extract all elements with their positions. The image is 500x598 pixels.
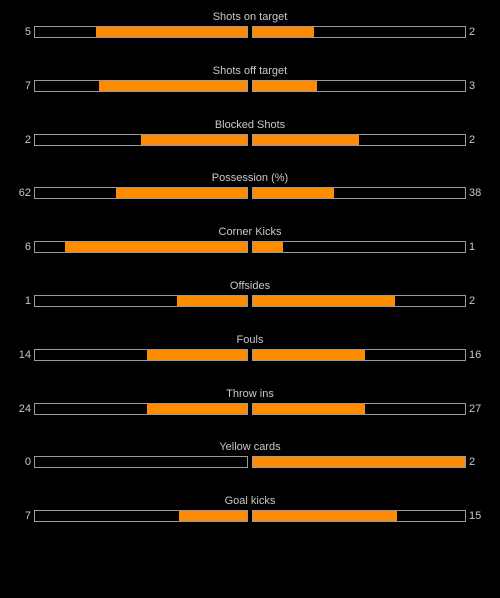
stat-label: Throw ins: [226, 387, 274, 400]
away-bar-fill: [253, 134, 359, 145]
home-bar-fill: [64, 242, 247, 253]
home-bar-fill: [147, 349, 247, 360]
away-bar-fill: [253, 349, 366, 360]
away-bar: [252, 26, 466, 38]
away-bar: [252, 241, 466, 254]
home-bar: [34, 456, 248, 469]
away-bar-fill: [253, 403, 366, 414]
stat-row-offsides: Offsides 1 2: [0, 279, 500, 333]
away-bar-fill: [253, 295, 396, 306]
stat-label: Shots on target: [212, 11, 288, 23]
home-bar: [34, 26, 248, 38]
stat-row-shots-on-target: Shots on target 5 2: [0, 10, 500, 64]
home-value: 2: [24, 133, 31, 146]
stat-row-blocked-shots: Blocked Shots 2 2: [0, 118, 500, 172]
match-stats-panel: Shots on target 5 2 Shots off target 7 3 Block…: [0, 10, 500, 548]
stat-label: Fouls: [236, 333, 264, 346]
away-bar: [252, 402, 466, 415]
away-value: 2: [469, 133, 476, 146]
home-value: 7: [24, 510, 31, 523]
home-value: 0: [24, 456, 31, 469]
home-value: 7: [24, 79, 31, 92]
stat-row-fouls: Fouls 14 16: [0, 333, 500, 387]
away-value: 1: [469, 241, 476, 254]
away-bar: [252, 348, 466, 361]
home-bar: [34, 241, 248, 254]
away-bar-fill: [253, 80, 317, 91]
stat-row-possession: Possession (%) 62 38: [0, 171, 500, 225]
away-bar-fill: [253, 27, 315, 37]
home-bar-fill: [147, 403, 247, 414]
away-value: 16: [469, 348, 482, 361]
stat-label: Goal kicks: [224, 495, 276, 508]
away-value: 27: [469, 402, 482, 415]
home-bar-fill: [115, 188, 247, 199]
away-bar: [252, 79, 466, 92]
home-bar: [34, 402, 248, 415]
home-value: 62: [18, 187, 31, 200]
away-value: 15: [469, 510, 482, 523]
stat-label: Possession (%): [211, 172, 289, 185]
stat-row-throw-ins: Throw ins 24 27: [0, 387, 500, 441]
home-bar: [34, 348, 248, 361]
away-bar-fill: [253, 242, 283, 253]
stat-row-yellow-cards: Yellow cards 0 2: [0, 440, 500, 494]
away-bar: [252, 294, 466, 307]
stat-label: Corner Kicks: [218, 226, 282, 239]
away-bar: [252, 133, 466, 146]
home-value: 14: [18, 348, 31, 361]
home-bar-fill: [141, 134, 247, 145]
home-bar: [34, 510, 248, 523]
away-value: 38: [469, 187, 482, 200]
home-bar: [34, 187, 248, 200]
away-bar: [252, 510, 466, 523]
home-bar-fill: [96, 27, 247, 37]
home-bar-fill: [98, 80, 247, 91]
stat-row-goal-kicks: Goal kicks 7 15: [0, 494, 500, 548]
home-value: 6: [24, 241, 31, 254]
stat-label: Blocked Shots: [214, 118, 286, 131]
home-bar: [34, 133, 248, 146]
away-value: 3: [469, 79, 476, 92]
home-bar: [34, 79, 248, 92]
away-value: 2: [469, 26, 476, 38]
stat-row-corner-kicks: Corner Kicks 6 1: [0, 225, 500, 279]
home-value: 24: [18, 402, 31, 415]
away-bar: [252, 456, 466, 469]
away-value: 2: [469, 294, 476, 307]
home-bar-fill: [177, 295, 247, 306]
away-bar-fill: [253, 188, 334, 199]
home-value: 5: [24, 26, 31, 38]
stat-row-shots-off-target: Shots off target 7 3: [0, 64, 500, 118]
away-bar-fill: [253, 457, 465, 468]
home-bar-fill: [179, 511, 247, 522]
home-bar: [34, 294, 248, 307]
stat-label: Offsides: [229, 279, 271, 292]
home-value: 1: [24, 294, 31, 307]
stat-label: Shots off target: [212, 64, 288, 77]
away-bar: [252, 187, 466, 200]
stat-label: Yellow cards: [219, 441, 281, 454]
away-bar-fill: [253, 511, 398, 522]
away-value: 2: [469, 456, 476, 469]
